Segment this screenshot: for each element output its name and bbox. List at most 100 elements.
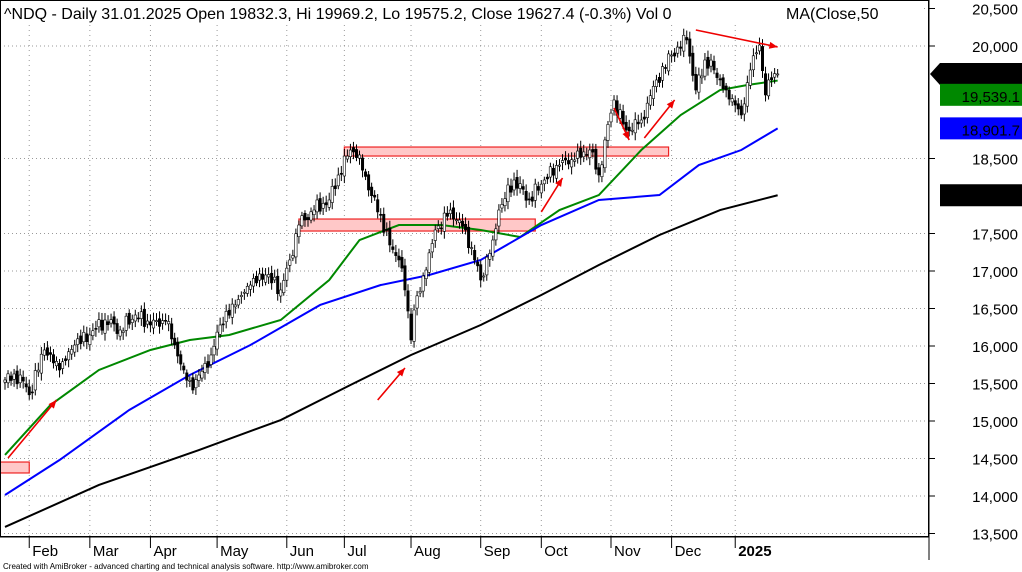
y-tick-label: 15,500 [972,377,1018,394]
price-candle [388,227,392,246]
price-candle [648,95,652,106]
price-candle [224,311,228,323]
price-candle [503,198,507,207]
price-candle [345,155,349,160]
price-candle [18,374,22,384]
price-candle [142,308,146,327]
price-candle [67,351,71,361]
price-candle [158,318,162,327]
price-candle [709,59,713,67]
price-candle [627,126,631,132]
price-candle [724,85,728,91]
price-candle [279,289,283,297]
price-candle [58,363,62,371]
price-candle [739,105,743,116]
price-candle [679,46,683,49]
price-candle [691,52,695,76]
price-candle [288,259,292,266]
price-candle [354,149,358,158]
price-candle [506,184,510,203]
y-tick-label: 14,000 [972,489,1018,506]
price-candle [276,275,280,295]
price-candle [557,164,561,167]
price-candle [173,337,177,346]
price-candle [415,295,419,309]
price-candle [664,67,668,69]
price-candle [773,73,777,78]
ma-line-ma50 [4,79,778,456]
price-candle [473,250,477,261]
price-candle [427,252,431,273]
price-candle [218,324,222,335]
price-candle [370,186,374,197]
last-value-badge [940,83,1022,106]
price-candle [121,330,125,333]
price-candle [464,224,468,231]
price-candle [512,179,516,191]
price-candle [115,323,119,334]
price-candle [439,227,443,230]
price-candle [185,372,189,381]
footer-credit: Created with AmiBroker - advanced charti… [3,562,369,571]
price-candle [264,274,268,283]
price-candle [151,319,155,329]
price-candle [539,183,543,194]
price-candle [155,320,159,322]
price-candle [251,278,255,287]
price-candle [6,373,10,384]
price-candle [339,172,343,175]
price-candle [485,256,489,276]
plot-frame [0,0,929,537]
price-candle [358,154,362,159]
price-candle [582,151,586,158]
price-candle [330,186,334,203]
price-candle [73,344,77,353]
price-candle [230,303,234,318]
price-candle [258,273,262,281]
price-candle [776,73,780,76]
x-tick-label: Jun [290,543,314,560]
price-candle [3,379,7,383]
price-candle [733,100,737,106]
annotation-arrows [7,29,778,459]
price-candle [39,353,43,374]
resistance-zone [0,461,30,474]
y-tick-label: 20,500 [972,2,1018,19]
price-candle [248,284,252,290]
price-candle [757,44,761,52]
price-candle [642,116,646,120]
price-candle [361,157,365,171]
price-candle [630,129,634,132]
price-candle [215,331,219,350]
price-candle [285,267,289,281]
price-candle [227,309,231,316]
price-candle [721,77,725,90]
price-candle [673,52,677,57]
price-candle [497,209,501,227]
y-tick-label: 18,500 [972,152,1018,169]
price-candle [436,225,440,229]
price-candle [579,147,583,158]
resistance-zones [0,146,670,474]
price-candle [545,176,549,180]
price-candle [282,280,286,293]
price-candle [530,196,534,202]
last-value-label: 19,539.1 [962,89,1020,106]
price-candle [576,150,580,159]
price-candle [470,247,474,249]
trend-arrow [695,29,778,48]
arrow-head [666,100,675,109]
price-candle [397,255,401,261]
price-candle [170,323,174,340]
price-candle [751,55,755,71]
y-axis: 20,500 20,000 18,500 17,500 17,000 16,500 16,0… [928,0,1018,560]
price-candle [667,53,671,72]
price-candle [94,328,98,330]
price-candle [488,253,492,260]
price-candle [645,102,649,119]
last-value-badge [930,62,1022,85]
price-candle [403,265,407,291]
x-tick-label: Sep [484,543,511,560]
price-candle [221,323,225,326]
grid [0,0,928,536]
